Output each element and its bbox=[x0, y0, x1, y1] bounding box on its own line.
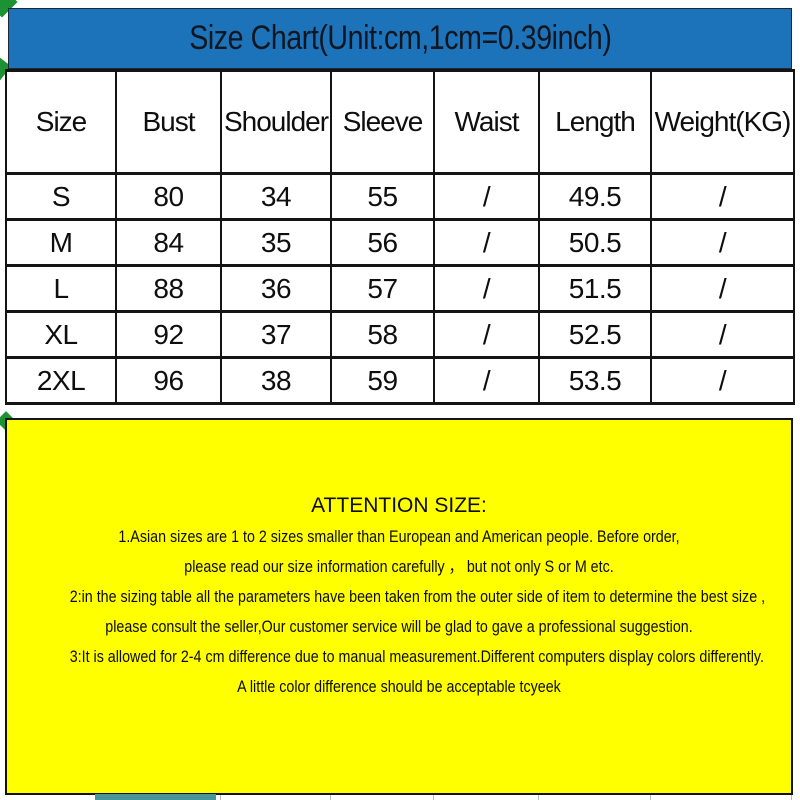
attention-line: 3:It is allowed for 2-4 cm difference du… bbox=[69, 647, 764, 666]
attention-line: please read our size information careful… bbox=[184, 557, 614, 576]
header-row: Size Bust Shoulder Sleeve Waist Length Weight(… bbox=[5, 69, 795, 175]
table-cell: 35 bbox=[220, 218, 332, 267]
table-row: S 80 34 55/49.5/ bbox=[5, 172, 795, 221]
size-table: Size Bust Shoulder Sleeve Waist Length Weight(… bbox=[5, 69, 795, 405]
column-header: Shoulder bbox=[220, 69, 332, 175]
attention-line: 2:in the sizing table all the parameters… bbox=[69, 587, 766, 606]
table-cell: / bbox=[650, 218, 795, 267]
table-cell: 55 bbox=[330, 172, 435, 221]
table-cell: 96 bbox=[115, 356, 222, 405]
table-cell: 88 bbox=[115, 264, 222, 313]
table-border-remnant bbox=[433, 795, 434, 800]
size-label-cell: 2XL bbox=[5, 356, 117, 405]
size-label-cell: L bbox=[5, 264, 117, 313]
title-banner: Size Chart(Unit:cm,1cm=0.39inch) bbox=[8, 8, 792, 69]
table-cell: 52.5 bbox=[538, 310, 652, 359]
table-cell: / bbox=[650, 356, 795, 405]
size-label-cell: M bbox=[5, 218, 117, 267]
attention-lines: 1.Asian sizes are 1 to 2 sizes smaller t… bbox=[7, 522, 791, 702]
table-cell: / bbox=[650, 172, 795, 221]
table-cell: 51.5 bbox=[538, 264, 652, 313]
table-cell: 50.5 bbox=[538, 218, 652, 267]
table-cell: 37 bbox=[220, 310, 332, 359]
attention-text-block: ATTENTION SIZE: 1.Asian sizes are 1 to 2… bbox=[7, 420, 791, 702]
table-cell: / bbox=[433, 264, 540, 313]
size-table-body: S 80 34 55/49.5/M 84 35 56/50.5/L 88 36 57/51.5/X… bbox=[5, 172, 795, 405]
column-header: Weight(KG) bbox=[650, 69, 795, 175]
attention-heading: ATTENTION SIZE: bbox=[311, 494, 487, 517]
table-border-remnant bbox=[650, 795, 651, 800]
column-header: Waist bbox=[433, 69, 540, 175]
column-header: Size bbox=[5, 69, 117, 175]
table-cell: 36 bbox=[220, 264, 332, 313]
table-cell: / bbox=[433, 356, 540, 405]
teal-strip-artifact bbox=[95, 794, 216, 800]
table-border-remnant bbox=[220, 795, 221, 800]
table-border-remnant bbox=[791, 795, 792, 800]
column-header: Length bbox=[538, 69, 652, 175]
table-cell: 80 bbox=[115, 172, 222, 221]
page-title: Size Chart(Unit:cm,1cm=0.39inch) bbox=[188, 19, 612, 57]
table-border-remnant bbox=[330, 795, 331, 800]
table-cell: 92 bbox=[115, 310, 222, 359]
table-cell: / bbox=[650, 310, 795, 359]
table-row: 2XL 96 38 59/53.5/ bbox=[5, 356, 795, 405]
table-row: XL 92 37 58/52.5/ bbox=[5, 310, 795, 359]
table-cell: 57 bbox=[330, 264, 435, 313]
table-cell: / bbox=[433, 310, 540, 359]
table-cell: 49.5 bbox=[538, 172, 652, 221]
attention-box: ATTENTION SIZE: 1.Asian sizes are 1 to 2… bbox=[5, 418, 793, 795]
size-label-cell: XL bbox=[5, 310, 117, 359]
table-cell: / bbox=[433, 218, 540, 267]
column-header: Sleeve bbox=[330, 69, 435, 175]
table-cell: / bbox=[650, 264, 795, 313]
attention-line: please consult the seller,Our customer s… bbox=[105, 617, 693, 636]
table-row: L 88 36 57/51.5/ bbox=[5, 264, 795, 313]
table-row: M 84 35 56/50.5/ bbox=[5, 218, 795, 267]
table-border-remnant bbox=[538, 795, 539, 800]
table-cell: 53.5 bbox=[538, 356, 652, 405]
table-cell: 58 bbox=[330, 310, 435, 359]
table-cell: 34 bbox=[220, 172, 332, 221]
table-cell: / bbox=[433, 172, 540, 221]
table-cell: 56 bbox=[330, 218, 435, 267]
table-cell: 84 bbox=[115, 218, 222, 267]
size-label-cell: S bbox=[5, 172, 117, 221]
table-cell: 38 bbox=[220, 356, 332, 405]
attention-line: A little color difference should be acce… bbox=[237, 677, 561, 696]
column-header: Bust bbox=[115, 69, 222, 175]
table-cell: 59 bbox=[330, 356, 435, 405]
size-table-header: Size Bust Shoulder Sleeve Waist Length Weight(… bbox=[5, 69, 795, 175]
attention-line: 1.Asian sizes are 1 to 2 sizes smaller t… bbox=[118, 527, 680, 546]
